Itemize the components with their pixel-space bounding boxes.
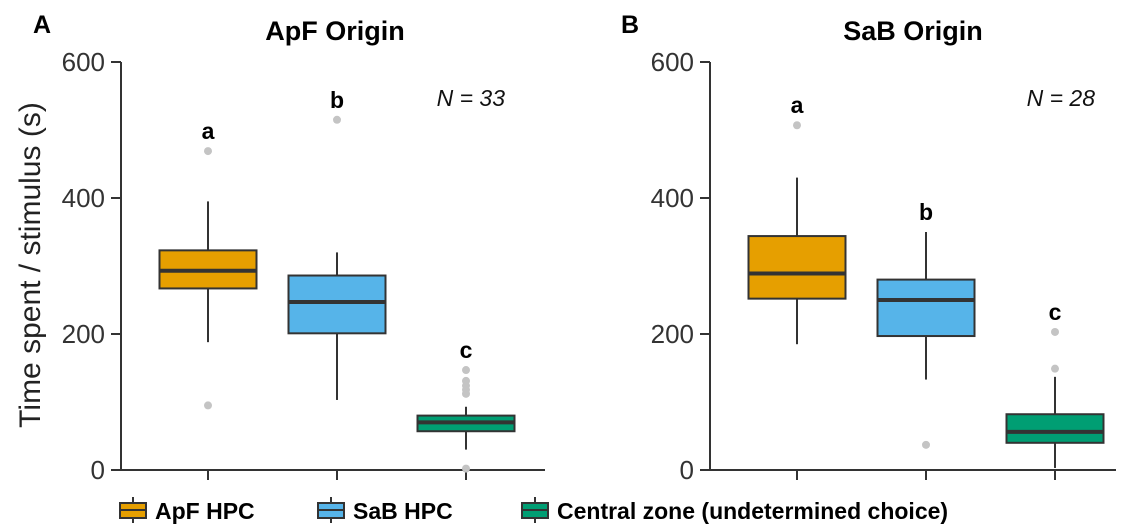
y-tick-label: 0 — [680, 455, 694, 485]
significance-letter: c — [460, 337, 473, 363]
y-tick-label: 200 — [62, 319, 105, 349]
significance-letter: b — [919, 199, 933, 225]
panel-title: SaB Origin — [843, 16, 983, 46]
legend-item-3: Central zone (undetermined choice) — [521, 497, 948, 524]
box-2: b — [876, 199, 976, 449]
outlier-point — [1051, 364, 1059, 373]
legend-item-1: ApF HPC — [119, 497, 255, 524]
panel-title: ApF Origin — [265, 16, 404, 46]
panel-label: B — [621, 11, 639, 39]
panel-b: B SaB Origin 0 200 400 600 N = 28 a b c — [621, 11, 1116, 485]
outlier-point — [204, 147, 212, 156]
legend: ApF HPC SaB HPC Central zone (undetermined… — [119, 497, 948, 524]
y-axis-label: Time spent / stimulus (s) — [14, 102, 47, 428]
outlier-point — [204, 401, 212, 410]
y-tick-label: 200 — [651, 319, 694, 349]
outlier-point — [922, 440, 930, 449]
legend-label: SaB HPC — [353, 498, 453, 524]
box-body — [747, 235, 847, 300]
significance-letter: a — [202, 118, 215, 144]
box-1: a — [747, 92, 847, 345]
sample-size-annotation: N = 28 — [1027, 85, 1096, 111]
box-body — [287, 274, 387, 335]
panel-a: A ApF Origin 0 200 400 600 N = 33 a b c — [33, 11, 545, 485]
y-tick-label: 400 — [651, 183, 694, 213]
y-tick-label: 600 — [62, 47, 105, 77]
outlier-point — [462, 464, 470, 473]
box-1: a — [158, 118, 258, 410]
y-tick-label: 600 — [651, 47, 694, 77]
y-tick-label: 400 — [62, 183, 105, 213]
legend-label: ApF HPC — [155, 498, 255, 524]
chart-panels: A ApF Origin 0 200 400 600 N = 33 a b c B SaB Origi… — [33, 11, 1116, 485]
box-3: c — [1005, 299, 1105, 468]
outlier-point — [793, 121, 801, 130]
box-3: c — [416, 337, 516, 473]
significance-letter: a — [791, 92, 804, 118]
y-tick-label: 0 — [91, 455, 105, 485]
significance-letter: c — [1049, 299, 1062, 325]
significance-letter: b — [330, 87, 344, 113]
outlier-point — [1051, 327, 1059, 336]
sample-size-annotation: N = 33 — [437, 85, 506, 111]
outlier-point — [462, 366, 470, 375]
outlier-point — [333, 115, 341, 124]
box-body — [876, 278, 976, 338]
panel-label: A — [33, 11, 51, 39]
box-body — [1005, 413, 1105, 444]
box-2: b — [287, 87, 387, 400]
outlier-point — [462, 376, 470, 385]
legend-item-2: SaB HPC — [317, 497, 453, 524]
legend-label: Central zone (undetermined choice) — [557, 498, 948, 524]
